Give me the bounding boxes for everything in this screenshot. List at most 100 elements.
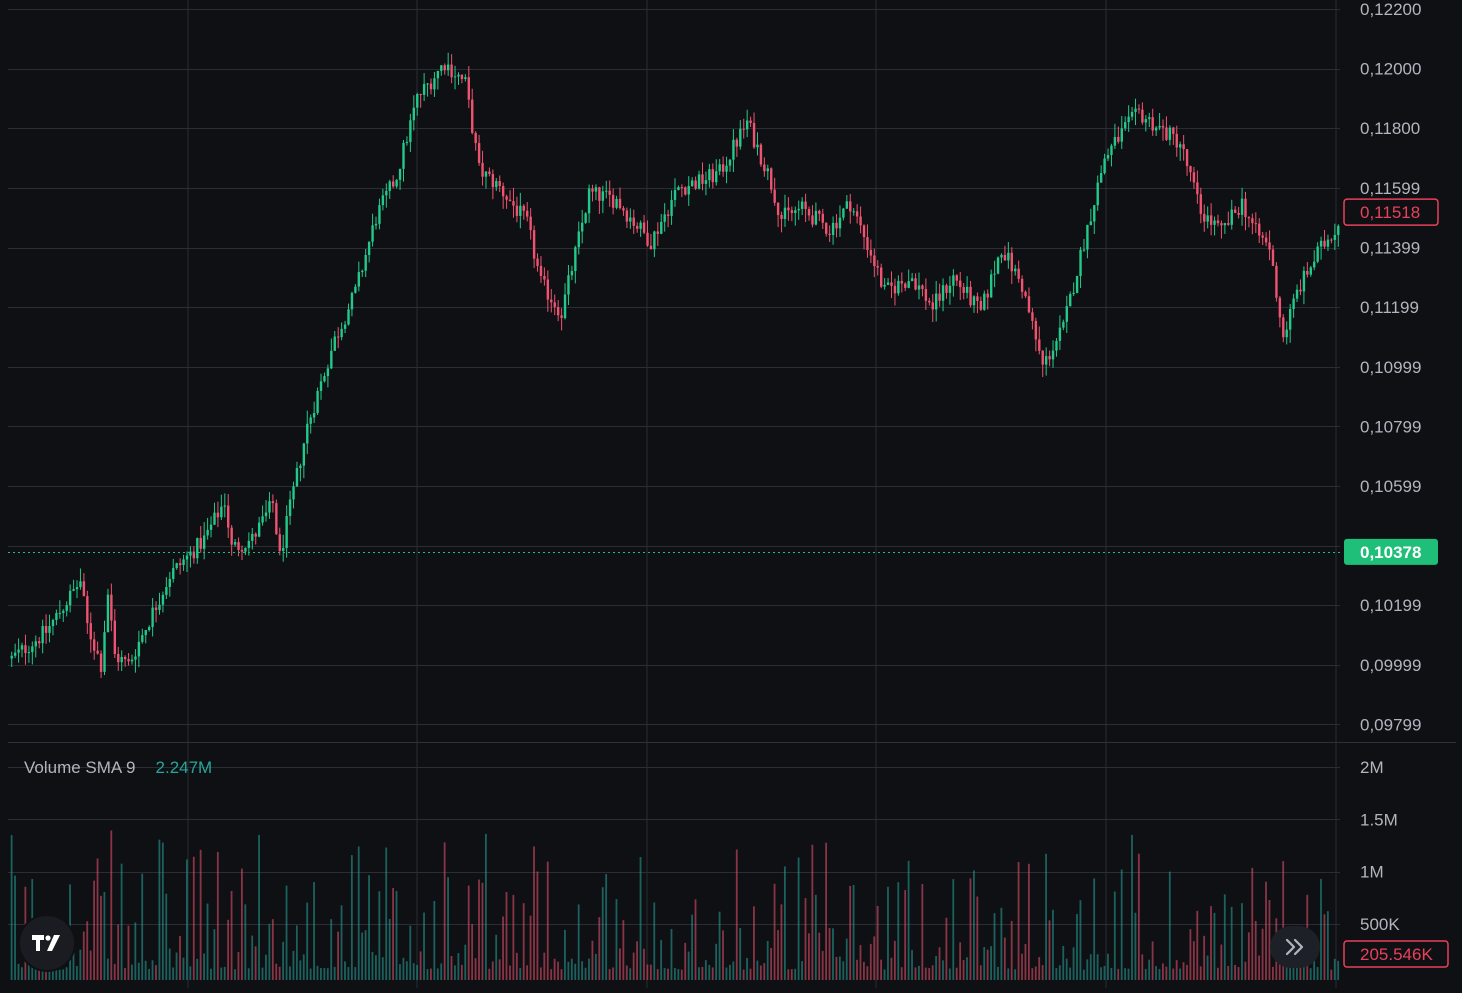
- volume-bar: [344, 961, 346, 980]
- volume-bar: [1186, 964, 1188, 980]
- candle-body: [635, 225, 639, 229]
- candle-body: [512, 201, 515, 206]
- candle-body: [670, 199, 673, 216]
- scroll-to-realtime-button[interactable]: [1270, 926, 1320, 968]
- candle-body: [941, 285, 945, 301]
- candle-body: [611, 194, 615, 208]
- volume-bar: [773, 883, 776, 980]
- tradingview-logo-icon[interactable]: [20, 916, 74, 970]
- candle-body: [639, 222, 642, 229]
- volume-bar: [172, 967, 175, 980]
- volume-bar: [1096, 954, 1099, 980]
- price-axis-tick: 0,09999: [1360, 656, 1421, 675]
- candle-body: [577, 231, 580, 248]
- candle-body: [385, 190, 388, 196]
- candle-body: [17, 649, 20, 653]
- volume-bar: [1052, 909, 1054, 980]
- volume-bar: [165, 893, 168, 980]
- candle-body: [677, 187, 680, 191]
- candle-body: [594, 187, 598, 192]
- volume-bar: [62, 969, 65, 980]
- volume-bar: [928, 967, 931, 980]
- candle-body: [1247, 217, 1251, 219]
- candle-body: [357, 272, 361, 287]
- candle-body: [526, 210, 529, 217]
- volume-bar: [1110, 968, 1113, 980]
- volume-bar: [893, 940, 896, 980]
- candle-body: [103, 632, 106, 672]
- volume-bar: [185, 859, 188, 980]
- candle-body: [766, 168, 769, 172]
- candle-body: [271, 501, 275, 504]
- candle-body: [20, 645, 24, 650]
- volume-bar: [1203, 935, 1206, 980]
- volume-bar: [876, 905, 879, 980]
- volume-bar: [1309, 968, 1312, 980]
- volume-bar: [1082, 969, 1085, 980]
- volume-bar: [948, 968, 951, 980]
- candle-body: [842, 208, 845, 218]
- volume-bar: [289, 966, 291, 980]
- candle-body: [1058, 327, 1062, 341]
- volume-bar: [1151, 941, 1154, 980]
- volume-bar: [976, 896, 979, 980]
- volume-bar: [1216, 967, 1219, 980]
- candle-body: [880, 267, 883, 287]
- volume-bar: [708, 964, 711, 980]
- candle-body: [1007, 252, 1010, 261]
- volume-bar: [739, 927, 742, 980]
- candle-body: [137, 641, 141, 657]
- volume-bar: [828, 927, 831, 980]
- volume-bar: [897, 882, 900, 980]
- volume-bar: [866, 966, 869, 980]
- volume-bar: [722, 930, 724, 980]
- candle-body: [1309, 267, 1312, 275]
- volume-bar: [553, 958, 556, 980]
- price-axis-tick: 0,10599: [1360, 477, 1421, 496]
- candle-body: [1096, 182, 1099, 206]
- candle-body: [209, 524, 213, 530]
- volume-badge: [1343, 940, 1449, 968]
- volume-bar: [443, 842, 446, 980]
- candle-body: [866, 237, 869, 251]
- candle-body: [505, 196, 508, 200]
- candle-body: [567, 275, 570, 295]
- candle-body: [501, 186, 505, 197]
- candle-body: [72, 589, 75, 591]
- candle-body: [233, 542, 237, 545]
- candle-body: [1295, 289, 1299, 299]
- candle-body: [1127, 116, 1130, 123]
- volume-bar: [261, 967, 264, 980]
- volume-bar: [10, 835, 13, 980]
- candle-body: [117, 653, 120, 663]
- volume-bar: [275, 963, 278, 980]
- volume-bar: [691, 914, 693, 980]
- open-price-value: 0,11518: [1360, 203, 1420, 222]
- candle-body: [732, 139, 735, 160]
- candle-body: [532, 230, 536, 259]
- candle-body: [1196, 182, 1199, 195]
- candle-body: [144, 630, 147, 636]
- volume-bar: [1117, 968, 1120, 980]
- candle-body: [309, 417, 312, 424]
- candle-body: [563, 294, 567, 319]
- volume-bar: [426, 969, 429, 980]
- volume-bar: [966, 957, 968, 980]
- volume-bar: [1079, 900, 1082, 980]
- volume-bar: [677, 969, 680, 980]
- volume-bar: [378, 891, 381, 980]
- volume-bar: [711, 967, 714, 980]
- volume-bar: [1265, 881, 1267, 980]
- volume-bar: [749, 968, 752, 980]
- candle-body: [783, 207, 787, 219]
- volume-bar: [625, 965, 628, 980]
- candle-body: [780, 215, 783, 219]
- volume-bar: [1055, 968, 1058, 980]
- volume-bar: [509, 965, 511, 980]
- candle-body: [51, 620, 55, 627]
- candle-body: [1069, 294, 1072, 307]
- candle-body: [625, 210, 629, 222]
- candle-body: [464, 77, 467, 80]
